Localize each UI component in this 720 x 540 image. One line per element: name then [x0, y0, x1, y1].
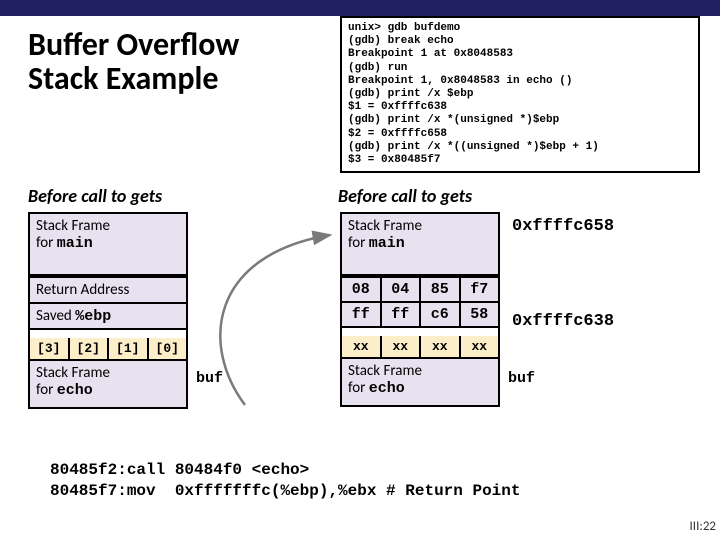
buf-row-left: [3] [2] [1] [0] — [28, 338, 188, 361]
byte-row-2: ff ff c6 58 — [340, 301, 500, 328]
slide-number: III:22 — [690, 519, 716, 534]
byte-cell: ff — [382, 301, 422, 326]
saved-text: Saved — [36, 307, 75, 325]
spacer — [340, 328, 500, 336]
byte-row-1: 08 04 85 f7 — [340, 276, 500, 301]
byte-cell: f7 — [461, 276, 499, 301]
buf-cell: xx — [342, 336, 382, 357]
frame-text: for — [36, 381, 57, 399]
addr-mid: 0xffffc638 — [512, 312, 614, 331]
byte-cell: 85 — [421, 276, 461, 301]
buf-cell: xx — [461, 336, 499, 357]
byte-cell: 58 — [461, 301, 499, 326]
stack-frame-main-left: Stack Frame for main — [28, 212, 188, 276]
saved-ebp-row: Saved %ebp — [30, 302, 186, 328]
addr-top: 0xffffc658 — [512, 217, 614, 236]
frame-text: for — [36, 234, 57, 252]
buf-label-left: buf — [196, 370, 223, 387]
frame-text: for — [348, 379, 369, 397]
byte-cell: c6 — [421, 301, 461, 326]
spacer — [28, 330, 188, 338]
before-label-left: Before call to gets — [28, 185, 162, 207]
buf-row-right: xx xx xx xx — [340, 336, 500, 359]
frame-text: Stack Frame — [36, 217, 110, 235]
top-bar — [0, 0, 720, 16]
title-line-2: Stack Example — [28, 59, 218, 98]
buf-cell: xx — [382, 336, 422, 357]
before-label-right: Before call to gets — [338, 185, 472, 207]
frame-mono: main — [57, 235, 93, 252]
frame-text: Stack Frame — [36, 364, 110, 382]
terminal-box: unix> gdb bufdemo (gdb) break echo Break… — [340, 16, 700, 173]
buf-cell: xx — [421, 336, 461, 357]
buf-cell: [0] — [149, 338, 187, 359]
stack-frame-echo-right: Stack Frame for echo — [340, 359, 500, 407]
frame-text: Stack Frame — [348, 362, 422, 380]
page-title: Buffer Overflow Stack Example — [28, 28, 239, 95]
stack-frame-main-right: Stack Frame for main — [340, 212, 500, 276]
byte-cell: 08 — [342, 276, 382, 301]
stack-right: Stack Frame for main 08 04 85 f7 ff ff c… — [340, 212, 500, 407]
frame-text: for — [348, 234, 369, 252]
buf-cell: [2] — [70, 338, 110, 359]
frame-mono: echo — [369, 380, 405, 397]
frame-text: Stack Frame — [348, 217, 422, 235]
code-bottom: 80485f2:call 80484f0 <echo> 80485f7:mov … — [50, 460, 520, 502]
return-address-box: Return Address Saved %ebp — [28, 276, 188, 330]
byte-cell: 04 — [382, 276, 422, 301]
saved-mono: %ebp — [75, 308, 111, 325]
frame-mono: echo — [57, 382, 93, 399]
buf-cell: [1] — [109, 338, 149, 359]
buf-label-right: buf — [508, 370, 535, 387]
buf-cell: [3] — [30, 338, 70, 359]
stack-frame-echo-left: Stack Frame for echo — [28, 361, 188, 409]
byte-cell: ff — [342, 301, 382, 326]
frame-mono: main — [369, 235, 405, 252]
stack-left: Stack Frame for main Return Address Save… — [28, 212, 188, 409]
return-address-row: Return Address — [30, 276, 186, 302]
